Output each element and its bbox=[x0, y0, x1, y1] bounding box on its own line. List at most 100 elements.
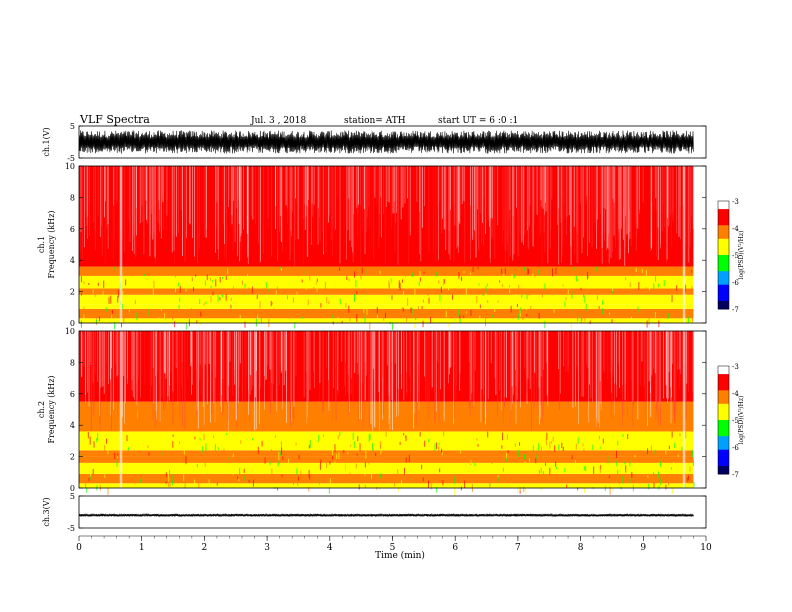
y-axis-label: Frequency (kHz) bbox=[47, 210, 56, 278]
colorbar-step bbox=[718, 447, 729, 451]
colorbar-tick-label: -7 bbox=[732, 306, 739, 314]
colorbar-step bbox=[718, 290, 729, 294]
colorbar-step bbox=[718, 214, 729, 218]
colorbar-step bbox=[718, 217, 729, 221]
colorbar-step bbox=[718, 460, 729, 464]
colorbar-label: log(PSD)(V²/Hz) bbox=[738, 396, 745, 445]
colorbar-step bbox=[718, 465, 729, 470]
y-tick-label: 2 bbox=[70, 288, 75, 297]
colorbar-step bbox=[718, 201, 729, 205]
ch1-spectrogram-panel: 0 2 4 6 8 10 ch.1 Frequency (kHz) bbox=[37, 162, 707, 330]
colorbar-tick-label: -4 bbox=[732, 225, 739, 233]
y-axis-label: ch.3(V) bbox=[42, 497, 51, 526]
spectrogram-band bbox=[79, 462, 694, 474]
y-tick-label: 10 bbox=[65, 162, 75, 171]
spectrogram-band bbox=[79, 294, 694, 305]
colorbar-step bbox=[718, 244, 729, 248]
y-tick-label: 5 bbox=[70, 492, 75, 501]
y-axis-label: ch.2 bbox=[37, 401, 46, 418]
station-label: station= ATH bbox=[344, 116, 406, 126]
y-tick-label: 6 bbox=[70, 390, 75, 399]
waveform-trace bbox=[78, 130, 694, 154]
colorbar-step bbox=[718, 409, 729, 413]
colorbar-step bbox=[718, 382, 729, 386]
colorbar-tick-label: -6 bbox=[732, 279, 739, 287]
colorbar-frame bbox=[717, 200, 730, 310]
colorbar-step bbox=[718, 263, 729, 267]
spectrogram-band bbox=[79, 456, 694, 463]
colorbar-step bbox=[718, 209, 729, 213]
ch1-colorbar: -3 -4 -5 -6 -7 log(PSD)(V²/Hz) bbox=[717, 198, 745, 314]
colorbar-step bbox=[718, 455, 729, 459]
colorbar-step bbox=[718, 265, 729, 269]
time-axis: 0 1 2 3 4 5 6 7 8 9 10 bbox=[76, 535, 712, 553]
colorbar-step bbox=[718, 241, 729, 245]
colorbar-step bbox=[718, 203, 729, 207]
colorbar-tick-label: -7 bbox=[732, 471, 739, 479]
colorbar-label: log(PSD)(V²/Hz) bbox=[738, 231, 745, 280]
waveform-trace bbox=[78, 512, 694, 518]
colorbar-step bbox=[718, 411, 729, 416]
x-tick-label: 1 bbox=[139, 543, 145, 553]
colorbar-step bbox=[718, 457, 729, 461]
colorbar-step bbox=[718, 371, 729, 375]
colorbar-tick-label: -6 bbox=[732, 444, 739, 452]
x-tick-label: 2 bbox=[202, 543, 208, 553]
figure-title: VLF Spectra bbox=[79, 113, 150, 126]
colorbar-step bbox=[718, 238, 729, 242]
colorbar-step bbox=[718, 236, 729, 240]
colorbar-step bbox=[718, 444, 729, 448]
x-tick-label: 10 bbox=[700, 543, 712, 553]
panel-frame bbox=[78, 495, 707, 529]
y-axis-label: Frequency (kHz) bbox=[47, 375, 56, 443]
x-tick-label: 6 bbox=[452, 543, 458, 553]
ch1-waveform-panel: 5 -5 ch.1(V) bbox=[42, 122, 707, 163]
y-tick-label: -5 bbox=[67, 524, 75, 533]
colorbar-step bbox=[718, 436, 729, 440]
y-tick-label: 8 bbox=[70, 358, 75, 367]
colorbar-step bbox=[718, 282, 729, 286]
colorbar-step bbox=[718, 260, 729, 264]
spectrogram-band bbox=[79, 331, 694, 402]
y-tick-label: 5 bbox=[70, 122, 75, 131]
colorbar-step bbox=[718, 249, 729, 253]
colorbar-step bbox=[718, 271, 729, 275]
colorbar-step bbox=[718, 225, 729, 229]
spectrogram-band bbox=[79, 318, 694, 323]
y-tick-label: 0 bbox=[70, 484, 75, 493]
colorbar-tick-label: -5 bbox=[732, 417, 739, 425]
x-tick-label: 7 bbox=[515, 543, 521, 553]
colorbar-step bbox=[718, 228, 729, 232]
start-time-label: start UT = 6 :0 :1 bbox=[438, 116, 518, 126]
spectrogram-band bbox=[79, 308, 694, 319]
spectrogram-texture bbox=[79, 331, 695, 496]
colorbar-step bbox=[718, 368, 729, 372]
colorbar-step bbox=[718, 230, 729, 234]
colorbar-step bbox=[718, 287, 729, 291]
y-tick-label: 10 bbox=[65, 327, 75, 336]
colorbar-step bbox=[718, 284, 729, 288]
colorbar-step bbox=[718, 222, 729, 226]
colorbar-frame bbox=[717, 365, 730, 475]
colorbar-step bbox=[718, 387, 729, 391]
colorbar-step bbox=[718, 425, 729, 429]
spectrogram-band bbox=[79, 275, 694, 289]
colorbar-step bbox=[718, 468, 729, 472]
colorbar-step bbox=[718, 420, 729, 424]
spectrogram-band bbox=[79, 266, 694, 276]
colorbar-step bbox=[718, 403, 729, 407]
spectrogram-texture bbox=[79, 166, 695, 330]
x-tick-label: 4 bbox=[327, 543, 333, 553]
y-tick-label: 0 bbox=[70, 319, 75, 328]
colorbar-step bbox=[718, 219, 729, 224]
colorbar-step bbox=[718, 406, 729, 410]
y-tick-label: 8 bbox=[70, 193, 75, 202]
colorbar-step bbox=[718, 306, 729, 310]
colorbar-step bbox=[718, 295, 729, 299]
colorbar-step bbox=[718, 441, 729, 445]
colorbar-step bbox=[718, 300, 729, 305]
colorbar-step bbox=[718, 255, 729, 259]
panel-frame bbox=[78, 165, 707, 324]
x-tick-label: 9 bbox=[640, 543, 646, 553]
